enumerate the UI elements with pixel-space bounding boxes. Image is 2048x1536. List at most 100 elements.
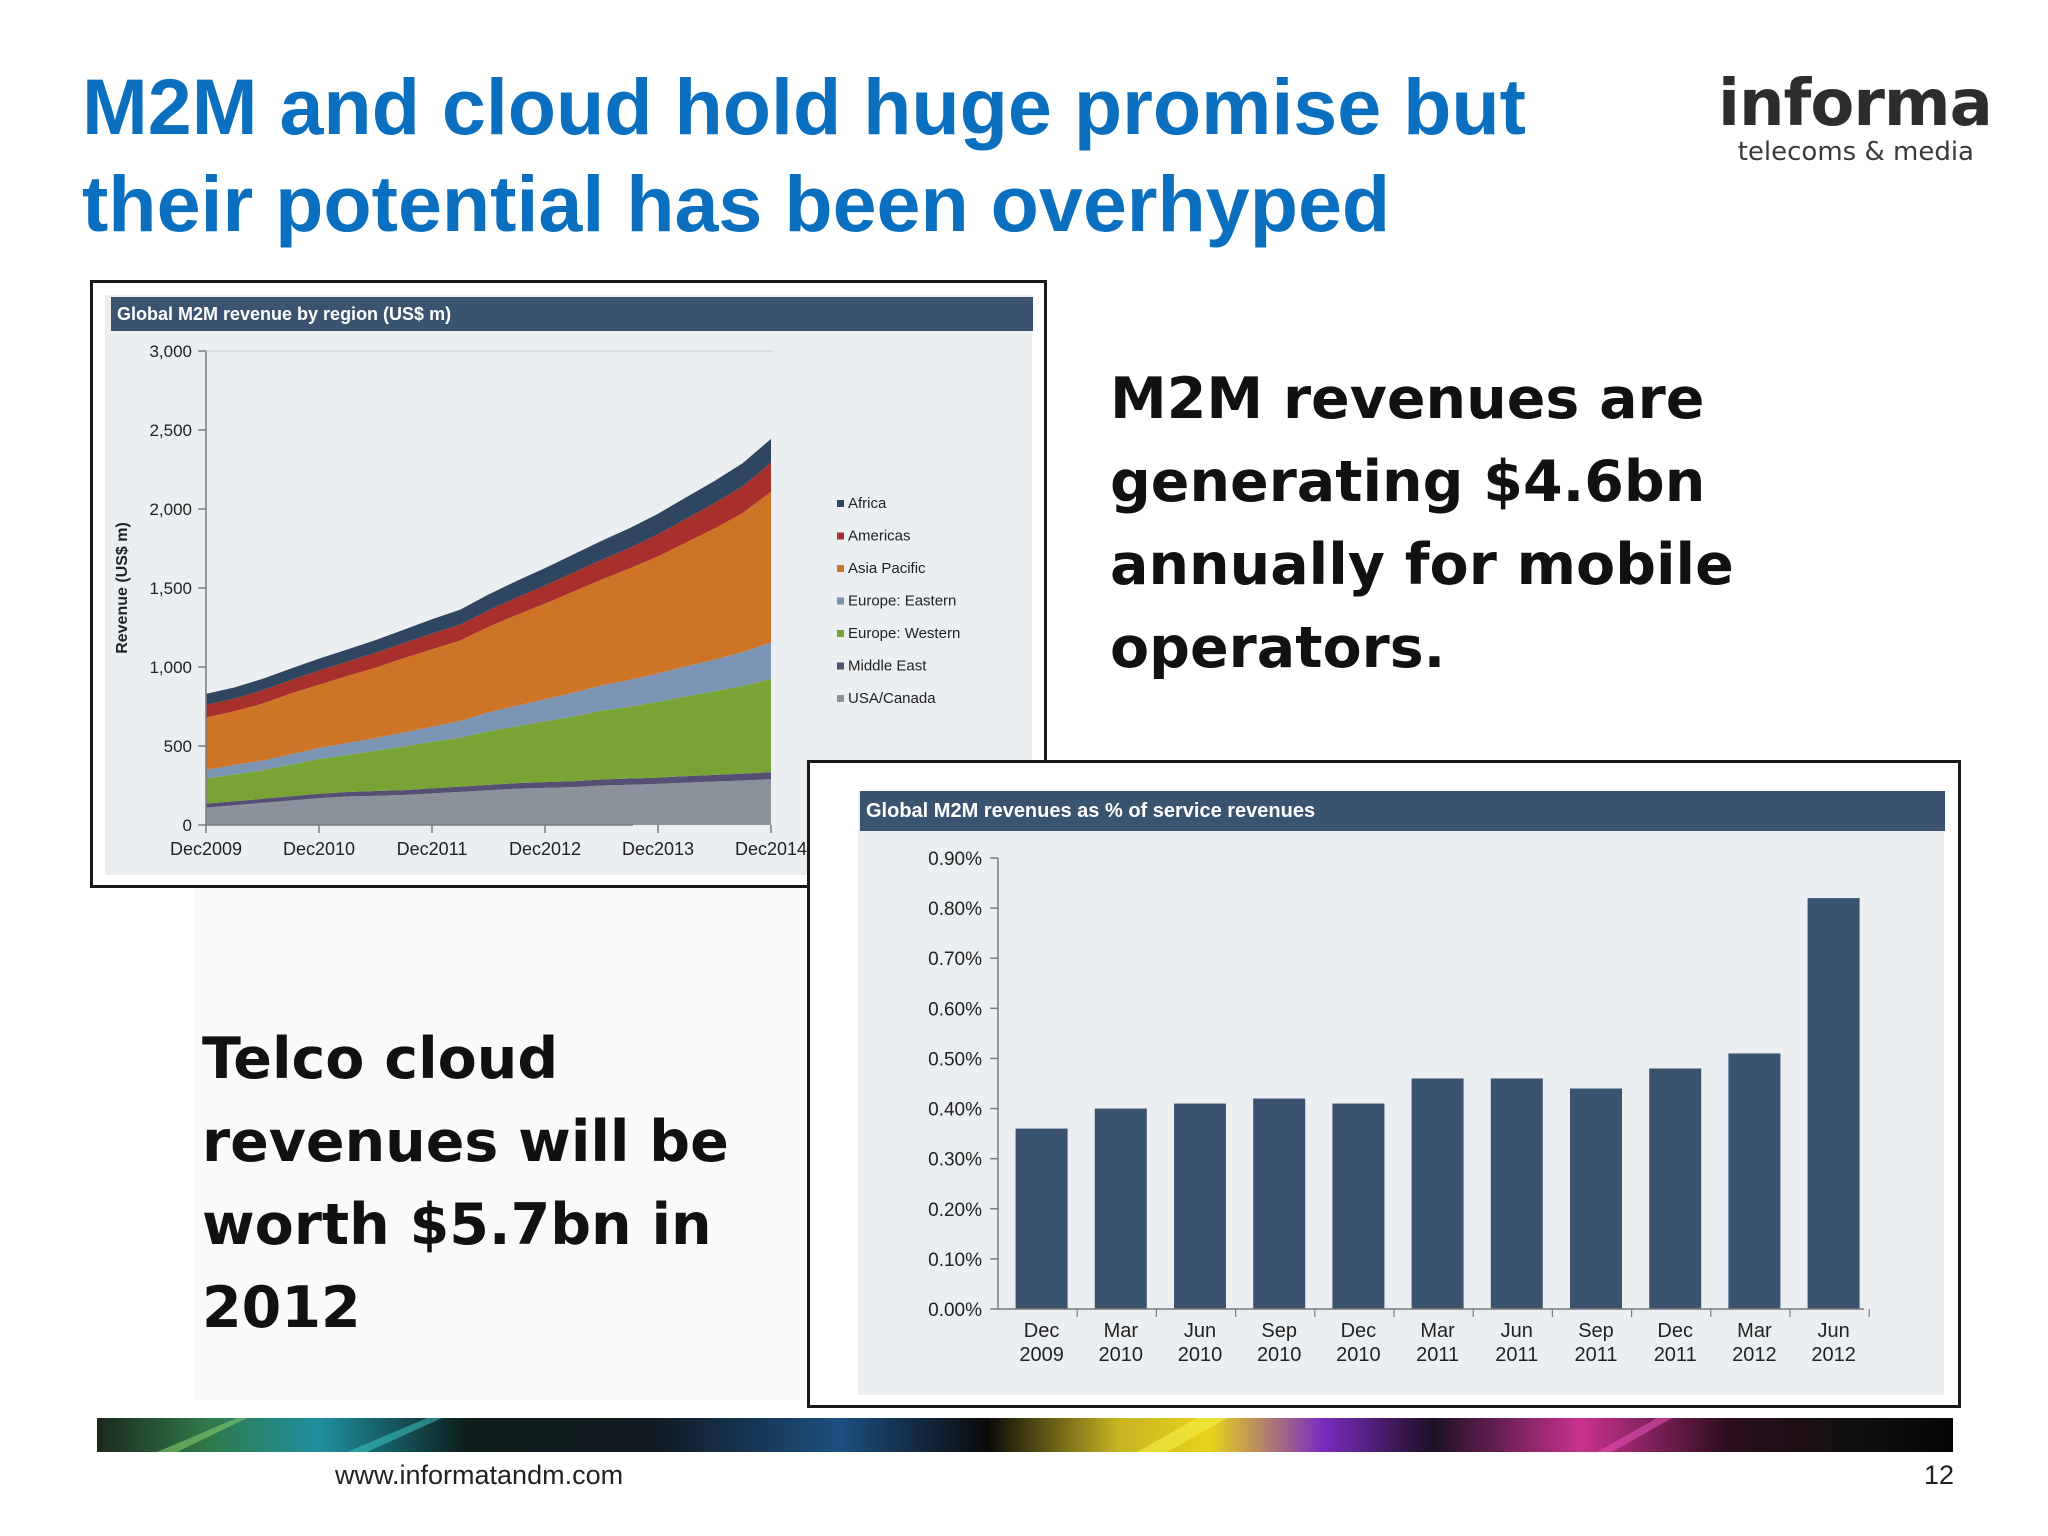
x-tick-label-month: Jun <box>1184 1320 1216 1342</box>
x-tick-label-year: 2011 <box>1574 1344 1617 1366</box>
m2m-text-line: operators. <box>1110 615 1446 681</box>
legend-swatch <box>837 532 844 540</box>
x-tick-label-month: Jun <box>1817 1320 1849 1342</box>
informa-logo: informa telecoms & media <box>1718 67 1993 168</box>
title-line-2: their potential has been overhyped <box>82 159 1391 248</box>
m2m-revenue-text: M2M revenues are generating $4.6bn annua… <box>1110 358 1760 690</box>
x-tick-label-month: Dec <box>1341 1320 1377 1342</box>
bar <box>1174 1103 1226 1309</box>
chart-title: Global M2M revenues as % of service reve… <box>866 800 1316 822</box>
x-axis-ticks: Dec2009Mar2010Jun2010Sep2010Dec2010Mar20… <box>1019 1309 1870 1366</box>
logo-wordmark: informa <box>1718 67 1993 141</box>
y-tick-label: 0.10% <box>928 1250 982 1271</box>
y-tick-label: 1,500 <box>149 579 192 598</box>
legend-label: Americas <box>848 528 911 545</box>
area-series-americas <box>206 462 771 718</box>
y-axis-label: Revenue (US$ m) <box>114 522 131 654</box>
y-tick-label: 0.70% <box>928 949 982 970</box>
bar-group <box>1015 898 1860 1309</box>
bar <box>1490 1078 1543 1309</box>
x-tick-label-month: Sep <box>1261 1320 1297 1342</box>
x-tick-label-year: 2010 <box>1178 1344 1223 1366</box>
y-tick-label: 0 <box>183 816 192 835</box>
telco-cloud-text: Telco cloud revenues will be worth $5.7b… <box>202 1018 762 1350</box>
area-series-group <box>206 438 771 825</box>
x-tick-label: Dec2012 <box>509 839 581 859</box>
chart-legend: Africa Americas Asia Pacific Europe: Easter… <box>837 495 960 707</box>
x-tick-label: Dec2013 <box>622 839 694 859</box>
footer-url: www.informatandm.com <box>335 1460 624 1490</box>
cloud-text-line: Telco cloud <box>202 1026 559 1092</box>
page-number: 12 <box>1923 1460 1954 1490</box>
y-tick-label: 0.00% <box>928 1300 982 1321</box>
x-axis-ticks: Dec2009 Dec2010 Dec2011 Dec2012 Dec2013 Dec20… <box>170 825 807 859</box>
chart-title-bar: Global M2M revenues as % of service reve… <box>860 791 1945 831</box>
x-tick-label-year: 2011 <box>1495 1344 1538 1366</box>
m2m-service-revenue-share-chart: Global M2M revenues as % of service reve… <box>807 760 1961 1408</box>
x-tick-label-year: 2009 <box>1019 1344 1064 1366</box>
x-tick-label-year: 2011 <box>1416 1344 1459 1366</box>
y-axis-ticks: 0 500 1,000 1,500 2,000 2,500 3,000 <box>149 342 206 835</box>
area-series-middle-east <box>206 772 771 808</box>
x-tick-label-year: 2012 <box>1732 1344 1777 1366</box>
bar <box>1570 1088 1622 1309</box>
bar <box>1094 1108 1147 1309</box>
x-tick-label-month: Mar <box>1104 1320 1139 1342</box>
x-tick-label-month: Jun <box>1501 1320 1533 1342</box>
m2m-text-line: annually for mobile <box>1110 532 1734 598</box>
bar <box>1253 1098 1306 1309</box>
cloud-text-line: 2012 <box>202 1275 361 1341</box>
legend-swatch <box>837 695 844 702</box>
bar <box>1807 898 1860 1309</box>
x-tick-label-year: 2011 <box>1654 1344 1697 1366</box>
legend-swatch <box>837 565 844 572</box>
legend-label: USA/Canada <box>848 690 936 707</box>
legend-label: Africa <box>848 495 887 512</box>
legend-label: Europe: Western <box>848 625 960 642</box>
bar <box>1015 1128 1068 1309</box>
m2m-text-line: generating $4.6bn <box>1110 449 1706 515</box>
x-tick-label-year: 2010 <box>1099 1344 1144 1366</box>
x-tick-label-month: Dec <box>1024 1320 1060 1342</box>
chart-title: Global M2M revenue by region (US$ m) <box>117 304 452 324</box>
area-series-europe-eastern <box>206 642 771 779</box>
legend-label: Europe: Eastern <box>848 593 956 610</box>
y-tick-label: 0.20% <box>928 1200 982 1221</box>
slide-title: M2M and cloud hold huge promise but thei… <box>82 58 1642 252</box>
x-tick-label: Dec2014 <box>735 839 807 859</box>
legend-swatch <box>837 662 844 670</box>
y-tick-label: 1,000 <box>149 658 192 677</box>
y-tick-label: 0.60% <box>928 999 982 1020</box>
legend-label: Middle East <box>848 658 927 675</box>
area-series-europe-western <box>206 679 771 804</box>
y-tick-label: 0.50% <box>928 1049 982 1070</box>
legend-swatch <box>837 597 844 605</box>
y-tick-label: 3,000 <box>149 342 192 361</box>
bar <box>1332 1103 1385 1309</box>
footer-decorative-band <box>97 1418 1953 1452</box>
cloud-text-line: worth $5.7bn in <box>202 1192 712 1258</box>
m2m-text-line: M2M revenues are <box>1110 366 1705 432</box>
bar-chart-svg: 0.00% 0.10% 0.20% 0.30% 0.40% 0.50% 0.60% 0.70%… <box>928 849 1870 1366</box>
x-tick-label-year: 2010 <box>1257 1344 1302 1366</box>
area-series-usa-canada <box>206 779 771 825</box>
y-tick-label: 0.80% <box>928 899 982 920</box>
title-line-1: M2M and cloud hold huge promise but <box>82 62 1526 151</box>
y-tick-label: 500 <box>164 737 192 756</box>
x-tick-label-month: Mar <box>1737 1320 1772 1342</box>
chart-title-bar: Global M2M revenue by region (US$ m) <box>111 297 1033 331</box>
x-tick-label-month: Sep <box>1578 1320 1614 1342</box>
y-tick-label: 0.30% <box>928 1150 982 1171</box>
y-tick-label: 0.40% <box>928 1100 982 1121</box>
area-series-asia-pacific <box>206 491 771 770</box>
bar <box>1728 1053 1781 1309</box>
x-tick-label-year: 2010 <box>1336 1344 1381 1366</box>
y-tick-label: 0.90% <box>928 849 982 870</box>
x-tick-label-year: 2012 <box>1811 1344 1856 1366</box>
bar <box>1411 1078 1464 1309</box>
y-axis-ticks: 0.00% 0.10% 0.20% 0.30% 0.40% 0.50% 0.60% 0.70%… <box>928 849 998 1321</box>
logo-tagline: telecoms & media <box>1737 137 1974 167</box>
x-tick-label-month: Dec <box>1657 1320 1693 1342</box>
y-tick-label: 2,500 <box>149 421 192 440</box>
